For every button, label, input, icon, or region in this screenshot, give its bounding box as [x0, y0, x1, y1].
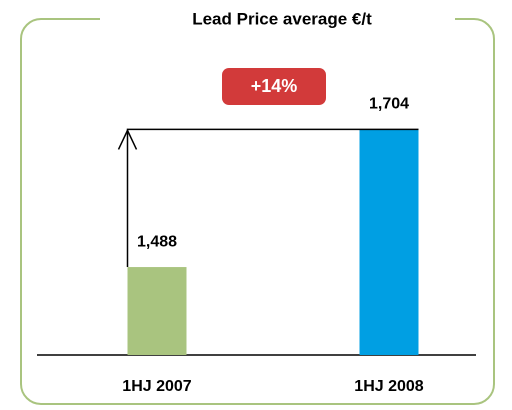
- annotation-box: [222, 68, 326, 105]
- value-label: 1,704: [369, 96, 409, 113]
- x-tick-label: 1HJ 2007: [122, 378, 191, 395]
- value-label: 1,488: [137, 233, 177, 250]
- annotation: +14%: [251, 76, 298, 96]
- chart-title: Lead Price average €/t: [192, 9, 372, 28]
- bar: [127, 267, 187, 355]
- x-tick-label: 1HJ 2008: [354, 378, 423, 395]
- bar: [359, 129, 419, 355]
- title-backdrop: [100, 5, 455, 35]
- arrow-head: [117, 128, 138, 150]
